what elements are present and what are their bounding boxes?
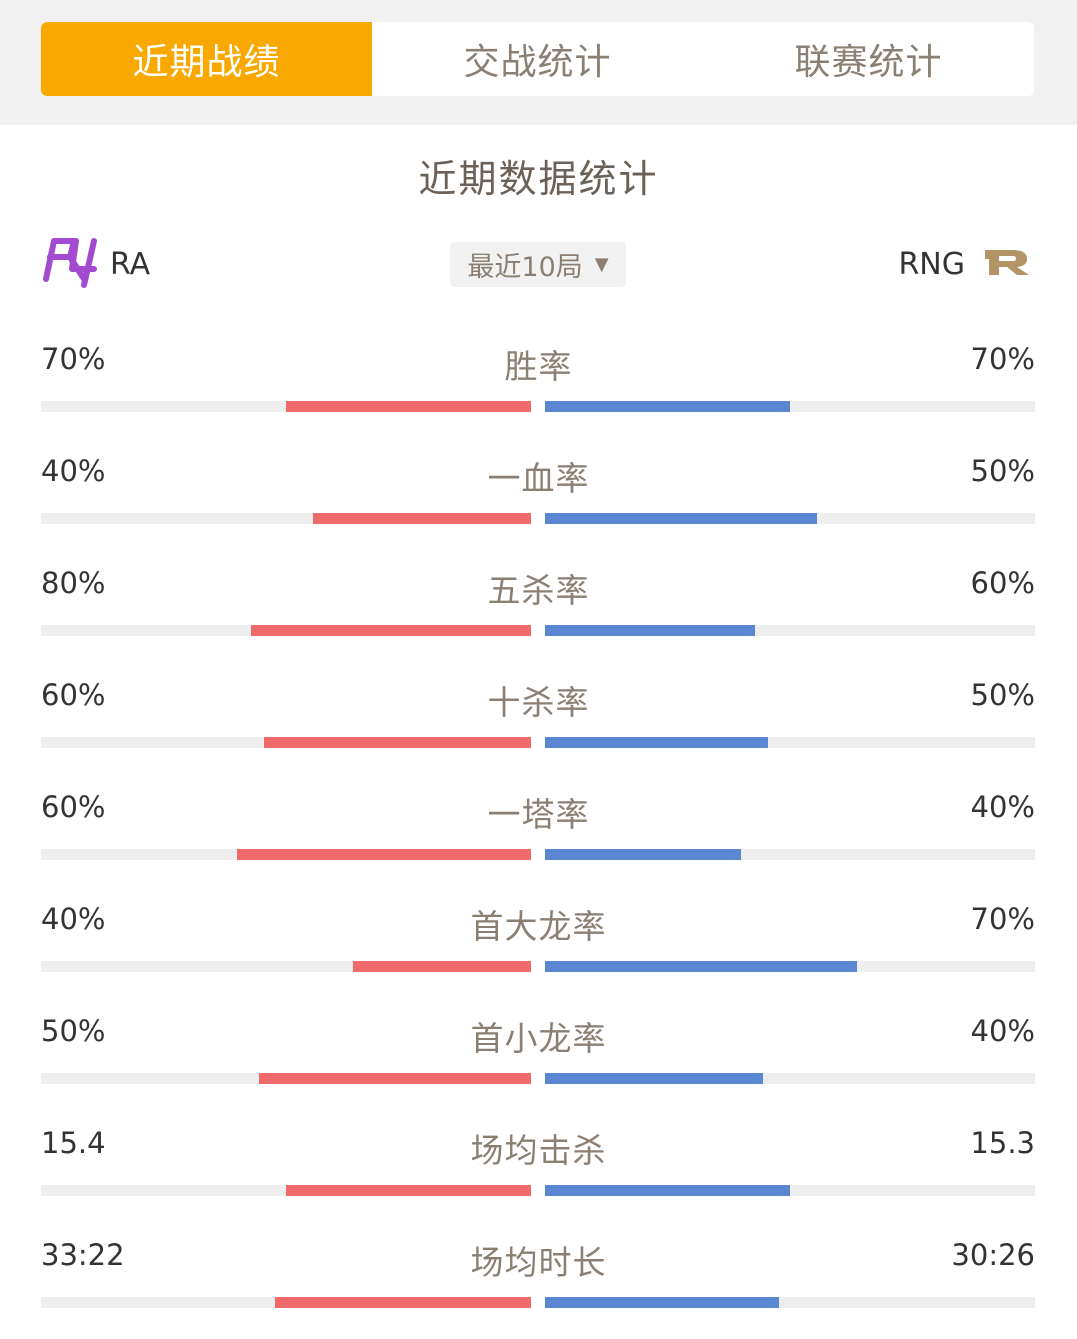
right-bar-track <box>545 849 1035 860</box>
left-bar-fill <box>263 737 531 748</box>
right-value: 15.3 <box>970 1126 1035 1160</box>
stat-label: 场均击杀 <box>470 1131 607 1170</box>
left-bar-fill <box>237 849 531 860</box>
tab-bar: 近期战绩 交战统计 联赛统计 <box>41 22 1034 96</box>
right-value: 70% <box>970 902 1035 936</box>
stat-label: 五杀率 <box>487 571 590 610</box>
right-bar-track <box>545 1073 1035 1084</box>
left-value: 60% <box>41 790 106 824</box>
left-value: 60% <box>41 678 106 712</box>
left-bar-fill <box>274 1297 531 1308</box>
left-value: 80% <box>41 566 106 600</box>
left-bar-fill <box>352 961 531 972</box>
stat-row: 80% 五杀率 60% <box>0 554 1077 666</box>
tab-league-stats[interactable]: 联赛统计 <box>794 42 943 83</box>
team-left-name: RA <box>110 246 151 282</box>
stat-label: 场均时长 <box>470 1243 607 1282</box>
stat-label: 首小龙率 <box>470 1019 607 1058</box>
left-bar-track <box>41 1297 531 1308</box>
left-bar-track <box>41 737 531 748</box>
left-bar-fill <box>251 625 531 636</box>
right-value: 40% <box>970 790 1035 824</box>
stat-row: 60% 一塔率 40% <box>0 778 1077 890</box>
rng-logo-icon <box>983 247 1031 281</box>
left-value: 50% <box>41 1014 106 1048</box>
team-right: RNG <box>898 236 1031 292</box>
right-bar-fill <box>545 513 817 524</box>
left-value: 33:22 <box>41 1238 125 1272</box>
left-bar-track <box>41 625 531 636</box>
stat-label: 胜率 <box>504 347 573 386</box>
stat-label: 一塔率 <box>487 795 590 834</box>
left-bar-track <box>41 513 531 524</box>
right-bar-track <box>545 401 1035 412</box>
right-bar-fill <box>545 401 790 412</box>
left-bar-fill <box>286 1185 531 1196</box>
game-range-select[interactable]: 最近10局 ▼ <box>450 242 626 287</box>
right-bar-fill <box>545 625 756 636</box>
stat-row: 40% 首大龙率 70% <box>0 890 1077 1002</box>
stat-label: 一血率 <box>487 459 590 498</box>
right-bar-track <box>545 625 1035 636</box>
ra-logo-icon <box>40 235 98 293</box>
left-bar-track <box>41 849 531 860</box>
right-value: 30:26 <box>951 1238 1035 1272</box>
right-bar-fill <box>545 1073 764 1084</box>
stat-row: 70% 胜率 70% <box>0 330 1077 442</box>
right-value: 40% <box>970 1014 1035 1048</box>
range-select-value: 最近10局 <box>467 252 583 283</box>
stat-row: 40% 一血率 50% <box>0 442 1077 554</box>
top-bar: 近期战绩 交战统计 联赛统计 <box>0 0 1077 125</box>
right-bar-track <box>545 513 1035 524</box>
right-bar-track <box>545 1297 1035 1308</box>
right-bar-track <box>545 961 1035 972</box>
right-value: 50% <box>970 454 1035 488</box>
left-bar-fill <box>312 513 531 524</box>
right-value: 70% <box>970 342 1035 376</box>
right-bar-fill <box>545 849 741 860</box>
left-bar-track <box>41 1185 531 1196</box>
right-value: 60% <box>970 566 1035 600</box>
stat-row: 15.4 场均击杀 15.3 <box>0 1114 1077 1226</box>
left-value: 15.4 <box>41 1126 106 1160</box>
stat-label: 十杀率 <box>487 683 590 722</box>
section-title: 近期数据统计 <box>418 157 659 201</box>
right-bar-track <box>545 1185 1035 1196</box>
left-bar-track <box>41 1073 531 1084</box>
team-right-name: RNG <box>898 246 965 282</box>
tab-head-to-head[interactable]: 交战统计 <box>463 42 612 83</box>
left-value: 70% <box>41 342 106 376</box>
team-left: RA <box>40 236 150 292</box>
stats-list: 70% 胜率 70% 40% 一血率 50% 80% 五杀率 60% 60% 十… <box>0 330 1077 1338</box>
stat-row: 50% 首小龙率 40% <box>0 1002 1077 1114</box>
left-value: 40% <box>41 454 106 488</box>
right-value: 50% <box>970 678 1035 712</box>
caret-down-icon: ▼ <box>594 254 609 275</box>
tab-recent-record[interactable]: 近期战绩 <box>41 22 372 96</box>
stat-row: 60% 十杀率 50% <box>0 666 1077 778</box>
left-bar-track <box>41 961 531 972</box>
left-bar-fill <box>286 401 531 412</box>
right-bar-fill <box>545 1297 779 1308</box>
left-bar-track <box>41 401 531 412</box>
right-bar-track <box>545 737 1035 748</box>
stat-row: 33:22 场均时长 30:26 <box>0 1226 1077 1338</box>
left-value: 40% <box>41 902 106 936</box>
right-bar-fill <box>545 961 857 972</box>
right-bar-fill <box>545 1185 790 1196</box>
right-bar-fill <box>545 737 768 748</box>
left-bar-fill <box>259 1073 531 1084</box>
stat-label: 首大龙率 <box>470 907 607 946</box>
